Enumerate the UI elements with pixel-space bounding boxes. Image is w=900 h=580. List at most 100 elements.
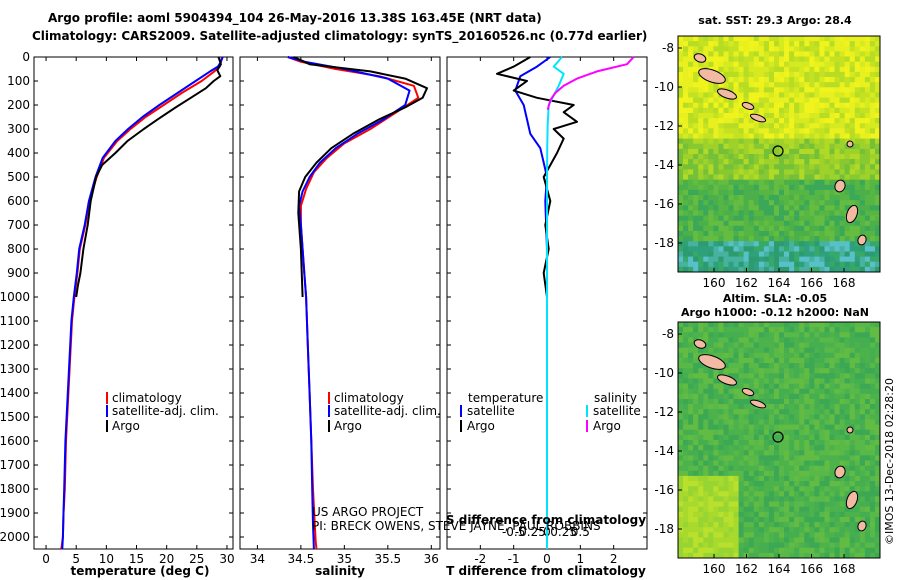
map-cell xyxy=(753,440,760,446)
map-cell xyxy=(733,261,739,268)
map-cell xyxy=(738,159,745,165)
map-cell xyxy=(688,97,694,104)
map-cell xyxy=(794,41,800,47)
map-cell xyxy=(854,215,861,222)
map-cell xyxy=(859,337,866,343)
map-cell xyxy=(723,36,729,42)
map-cell xyxy=(683,128,689,134)
map-cell xyxy=(819,481,825,487)
map-cell xyxy=(844,460,851,466)
map-cell xyxy=(849,552,856,559)
pi-credit: PI: BRECK OWENS, STEVE JAYNE, PAUL ROBBI… xyxy=(312,519,601,533)
map-cell xyxy=(768,511,775,518)
y-tick-label: 2000 xyxy=(0,530,30,544)
map-cell xyxy=(784,363,790,369)
map-cell xyxy=(799,266,805,273)
map-cell xyxy=(839,445,846,451)
map-cell xyxy=(683,537,689,543)
map-cell xyxy=(804,486,810,492)
map-cell xyxy=(849,527,856,533)
map-cell xyxy=(723,440,729,446)
map-cell xyxy=(733,138,739,145)
map-cell xyxy=(728,440,734,446)
map-cell xyxy=(814,465,820,472)
map-cell xyxy=(683,46,689,52)
map-cell xyxy=(859,517,866,523)
map-cell xyxy=(713,496,719,502)
map-cell xyxy=(738,332,745,338)
map-cell xyxy=(678,378,684,384)
map-cell xyxy=(703,261,709,268)
map-cell xyxy=(789,465,795,472)
map-cell xyxy=(738,236,745,242)
map-cell xyxy=(703,527,709,533)
map-cell xyxy=(809,393,815,400)
map-cell xyxy=(829,522,835,528)
map-cell xyxy=(718,445,724,451)
map-cell xyxy=(753,174,760,180)
map-cell xyxy=(789,169,795,175)
map-cell xyxy=(799,46,805,52)
map-cell xyxy=(728,537,734,543)
map-cell xyxy=(839,414,846,420)
map-cell xyxy=(733,231,739,237)
map-cell xyxy=(763,429,770,436)
map-cell xyxy=(829,220,835,227)
map-cell xyxy=(859,133,866,139)
map-cell xyxy=(859,542,866,549)
map-cell xyxy=(718,251,724,257)
map-cell xyxy=(743,205,750,211)
map-cell xyxy=(834,266,840,273)
map-cell xyxy=(824,200,830,206)
map-cell xyxy=(849,404,856,410)
map-cell xyxy=(844,393,851,400)
map-cell xyxy=(683,470,689,477)
map-cell xyxy=(809,200,815,206)
map-cell xyxy=(875,342,881,348)
map-cell xyxy=(743,46,750,52)
map-cell xyxy=(758,434,765,441)
map-cell xyxy=(809,347,815,354)
map-cell xyxy=(779,429,785,436)
map-cell xyxy=(758,429,765,436)
map-cell xyxy=(819,61,825,68)
map-cell xyxy=(718,241,724,247)
map-cell xyxy=(854,322,861,328)
map-cell xyxy=(809,205,815,211)
map-cell xyxy=(688,195,694,201)
map-cell xyxy=(789,414,795,420)
map-cell xyxy=(743,419,750,425)
map-cell xyxy=(859,66,866,73)
map-cell xyxy=(875,378,881,384)
map-cell xyxy=(683,56,689,62)
map-cell xyxy=(869,200,876,206)
map-cell xyxy=(728,36,734,42)
map-cell xyxy=(799,445,805,451)
map-cell xyxy=(824,357,830,364)
map-cell xyxy=(748,547,755,554)
map-cell xyxy=(768,409,775,415)
map-cell xyxy=(834,434,840,441)
map-cell xyxy=(794,128,800,134)
map-cell xyxy=(849,87,856,93)
map-cell xyxy=(839,102,846,109)
map-cell xyxy=(688,246,694,252)
map-cell xyxy=(799,357,805,364)
difference-panel: -2 -1 0 1 2-0.5-0.250 0.250.5 xyxy=(446,56,648,566)
map-cell xyxy=(748,210,755,216)
map-cell xyxy=(728,205,734,211)
map-cell xyxy=(763,179,770,186)
x-tick-label: 2 xyxy=(610,552,618,566)
map-cell xyxy=(768,429,775,436)
map-cell xyxy=(864,123,871,129)
map-cell xyxy=(768,388,775,395)
map-cell xyxy=(733,455,739,461)
map-cell xyxy=(859,128,866,134)
map-cell xyxy=(743,231,750,237)
map-cell xyxy=(723,189,729,196)
map-cell xyxy=(779,455,785,461)
map-cell xyxy=(723,486,729,492)
map-cell xyxy=(849,51,856,57)
map-cell xyxy=(809,123,815,129)
map-cell xyxy=(814,547,820,554)
